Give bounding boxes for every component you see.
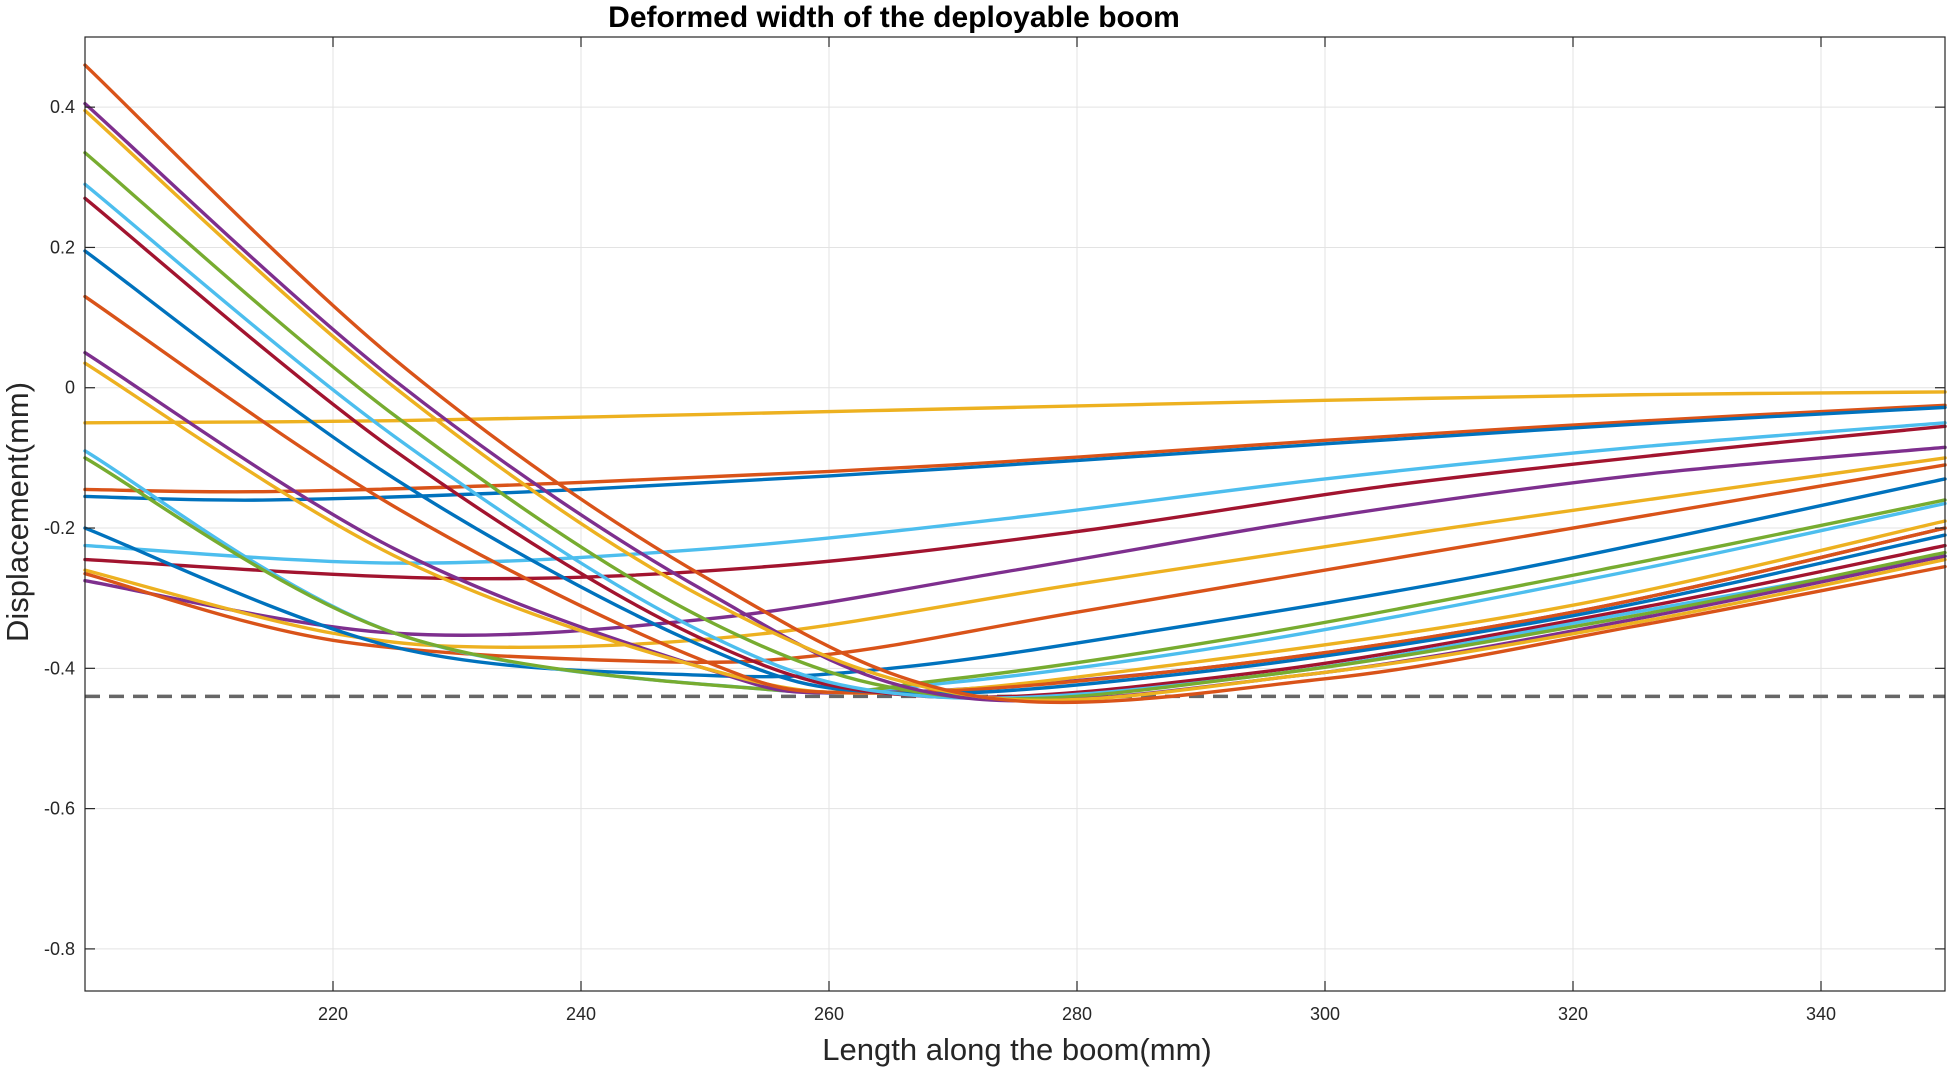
series-line-21 <box>83 63 1947 705</box>
y-tick-label: -0.4 <box>44 658 75 678</box>
y-tick-labels: 0.4 0.2 0 -0.2 -0.4 -0.6 -0.8 <box>44 97 75 959</box>
grid <box>85 37 1945 991</box>
y-tick-label: -0.6 <box>44 799 75 819</box>
series-line-8 <box>83 463 1947 665</box>
series-line-17 <box>83 182 1947 700</box>
x-tick-label: 340 <box>1806 1004 1836 1024</box>
x-axis-label: Length along the boom(mm) <box>822 1032 1211 1067</box>
x-tick-label: 220 <box>318 1004 348 1024</box>
y-axis-label: Displacement(mm) <box>0 382 35 642</box>
series-line-11 <box>83 456 1947 694</box>
series-line-3 <box>83 405 1947 502</box>
series-line-7 <box>83 456 1947 649</box>
series-group <box>83 63 1947 705</box>
x-tick-labels: 220 240 260 280 300 320 340 <box>318 1004 1836 1024</box>
series-line-9 <box>83 477 1947 679</box>
x-tick-label: 240 <box>566 1004 596 1024</box>
series-line-1 <box>83 390 1947 425</box>
series-line-4 <box>83 421 1947 565</box>
y-tick-label: 0.4 <box>50 97 75 117</box>
series-line-2 <box>83 403 1947 494</box>
x-tick-label: 300 <box>1310 1004 1340 1024</box>
y-tick-label: -0.2 <box>44 518 75 538</box>
series-line-19 <box>83 101 1947 703</box>
axes <box>84 36 1946 992</box>
x-tick-label: 320 <box>1558 1004 1588 1024</box>
y-tick-label: 0.2 <box>50 237 75 257</box>
chart-title: Deformed width of the deployable boom <box>608 1 1180 34</box>
plot-frame <box>84 36 1946 992</box>
x-tick-label: 280 <box>1062 1004 1092 1024</box>
x-tick-label: 260 <box>814 1004 844 1024</box>
y-tick-label: -0.8 <box>44 939 75 959</box>
series-line-12 <box>83 350 1947 695</box>
y-tick-label: 0 <box>65 378 75 398</box>
